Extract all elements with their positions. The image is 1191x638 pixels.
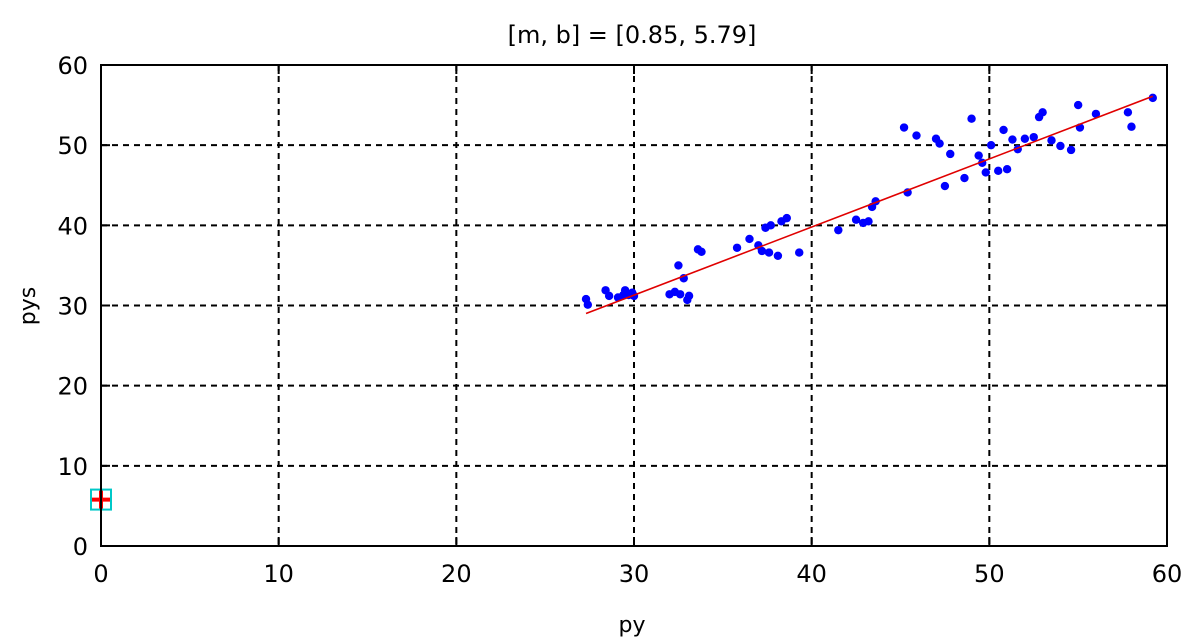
data-point [684, 291, 694, 301]
data-point [697, 247, 706, 256]
data-point [1002, 165, 1012, 174]
x-tick-label: 0 [93, 560, 108, 588]
data-point [994, 166, 1003, 176]
data-point [935, 139, 944, 148]
data-point [674, 261, 683, 270]
data-point [1038, 108, 1047, 117]
y-tick-label: 30 [57, 293, 88, 321]
data-point [946, 149, 955, 159]
data-point [1056, 141, 1065, 151]
data-point [1047, 136, 1056, 145]
grid-lines [101, 65, 1167, 546]
data-point [1148, 93, 1157, 103]
data-point [940, 181, 950, 191]
data-point [732, 243, 742, 252]
data-point [757, 246, 767, 256]
data-point [764, 248, 774, 257]
x-tick-label: 40 [796, 560, 827, 588]
data-point [604, 291, 614, 301]
data-point [782, 213, 791, 223]
data-point [981, 168, 990, 177]
data-point [1073, 100, 1083, 110]
data-point [745, 234, 754, 244]
data-point [1127, 122, 1136, 131]
tick-labels: 0 10 20 30 40 50 60 0 10 20 30 40 50 60 [57, 52, 1182, 588]
data-point [1091, 109, 1101, 119]
data-point [773, 251, 783, 260]
y-axis-label: pys [16, 287, 41, 325]
data-point [1029, 132, 1038, 142]
data-point [583, 300, 593, 309]
x-tick-label: 20 [441, 560, 472, 588]
x-tick-label: 10 [263, 560, 294, 588]
x-tick-label: 50 [974, 560, 1005, 588]
data-point [999, 125, 1008, 135]
data-point [766, 221, 776, 230]
data-point [675, 290, 685, 299]
data-point [967, 114, 976, 123]
data-point [851, 215, 861, 224]
data-point [986, 140, 996, 150]
data-point [912, 131, 921, 140]
data-point [795, 248, 804, 257]
plot-frame [100, 64, 1168, 547]
data-point [834, 225, 843, 235]
data-point [974, 151, 983, 160]
y-tick-label: 60 [57, 52, 88, 80]
y-tick-label: 40 [57, 212, 88, 240]
y-tick-label: 0 [73, 533, 88, 561]
x-axis-label: py [619, 613, 646, 638]
fit-line [585, 95, 1154, 315]
data-point [899, 123, 909, 132]
data-point [864, 217, 873, 226]
x-tick-label: 60 [1152, 560, 1183, 588]
data-point [1008, 135, 1017, 144]
chart-title: [m, b] = [0.85, 5.79] [508, 21, 757, 49]
y-tick-label: 10 [57, 453, 88, 481]
y-tick-label: 20 [57, 373, 88, 401]
y-tick-label: 50 [57, 132, 88, 160]
data-point [1020, 134, 1030, 143]
data-point [1123, 108, 1133, 117]
tick-marks [100, 64, 1168, 547]
data-point [960, 173, 969, 183]
data-point [1066, 145, 1076, 155]
x-tick-label: 30 [619, 560, 650, 588]
